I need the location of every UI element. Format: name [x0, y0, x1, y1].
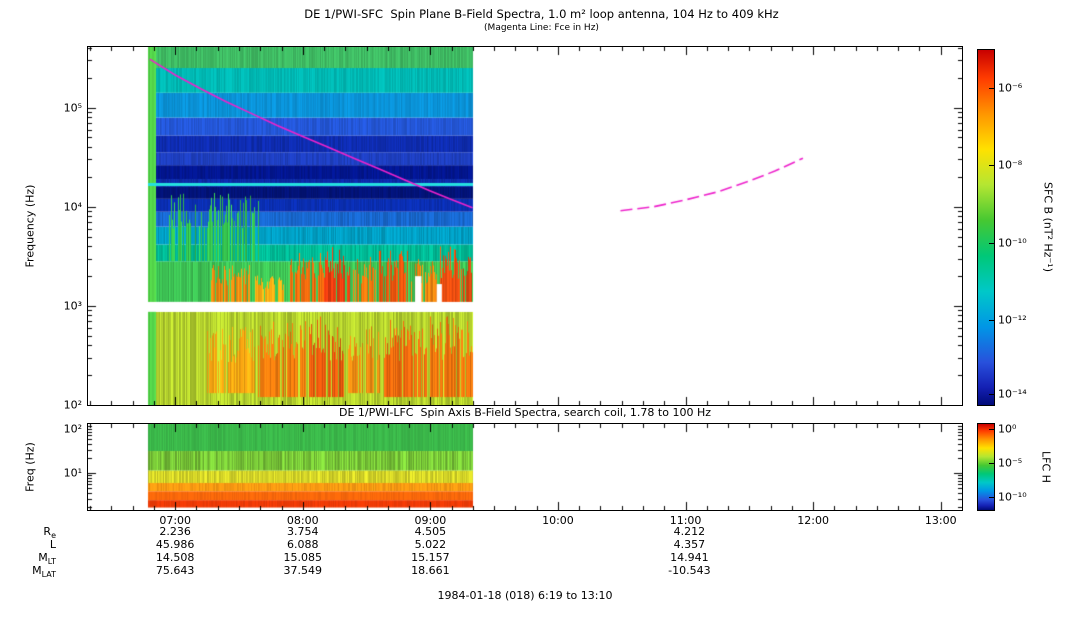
ephemeris-value: -10.543	[668, 564, 711, 577]
time-range-footer: 1984-01-18 (018) 6:19 to 13:10	[437, 589, 613, 602]
ephemeris-value: 75.643	[155, 564, 195, 577]
y-axis-tick-label: 10²	[63, 422, 82, 436]
ephemeris-value: 4.357	[673, 538, 706, 551]
ephemeris-value: 37.549	[283, 564, 323, 577]
y-axis-tick-label: 10⁵	[63, 101, 82, 115]
y-axis-tick-label: 10⁴	[63, 200, 82, 214]
ephemeris-value: 18.661	[411, 564, 450, 577]
time-axis-label: 07:00	[159, 514, 192, 527]
sfc-colorbar	[977, 49, 995, 406]
ephemeris-value: 14.941	[670, 551, 709, 564]
y-axis-tick-label: 10¹	[63, 466, 82, 480]
colorbar-tick-label: 10⁻¹⁰	[998, 236, 1027, 250]
lfc-colorbar	[977, 423, 995, 511]
ephemeris-value: 15.085	[283, 551, 323, 564]
time-axis-label: 13:00	[924, 514, 957, 527]
top-y-axis-label: Frequency (Hz)	[23, 184, 37, 268]
ephemeris-value: 5.022	[414, 538, 447, 551]
ephemeris-value: 15.157	[411, 551, 450, 564]
sfc-colorbar-label: SFC B (nT² Hz⁻¹)	[1041, 182, 1055, 272]
ephemeris-value: 4.212	[673, 525, 706, 538]
lfc-spectrogram-plot	[87, 423, 963, 511]
ephemeris-value: 3.754	[287, 525, 319, 538]
colorbar-tick-label: 10⁰	[998, 422, 1017, 436]
time-axis-label: 09:00	[414, 514, 447, 527]
ephemeris-row-label-re: Re	[43, 525, 56, 541]
colorbar-tick-label: 10⁻⁶	[998, 81, 1023, 95]
ephemeris-value: 45.986	[155, 538, 195, 551]
colorbar-tick-label: 10⁻¹⁰	[998, 490, 1027, 504]
ephemeris-row-label-mlt: MLT	[38, 551, 56, 567]
top-panel-subtitle: (Magenta Line: Fce in Hz)	[484, 23, 599, 33]
time-axis-label: 12:00	[797, 514, 829, 527]
lfc-spectrogram-canvas	[88, 424, 962, 510]
lfc-colorbar-label: LFC H	[1039, 451, 1053, 483]
ephemeris-value: 4.505	[414, 525, 447, 538]
sfc-spectrogram-plot	[87, 46, 963, 406]
time-axis-label: 10:00	[542, 514, 574, 527]
y-axis-tick-label: 10²	[63, 398, 82, 412]
time-axis-label: 08:00	[286, 514, 319, 527]
ephemeris-value: 14.508	[155, 551, 195, 564]
ephemeris-row-label-mlat: MLAT	[32, 564, 56, 580]
top-panel-title: DE 1/PWI-SFC Spin Plane B-Field Spectra,…	[304, 7, 779, 21]
sfc-spectrogram-canvas	[88, 47, 962, 405]
colorbar-tick-label: 10⁻⁵	[998, 456, 1023, 470]
time-axis-label: 11:00	[669, 514, 702, 527]
colorbar-tick-label: 10⁻¹²	[998, 313, 1027, 327]
y-axis-tick-label: 10³	[63, 299, 82, 313]
ephemeris-value: 6.088	[287, 538, 319, 551]
bottom-panel-title: DE 1/PWI-LFC Spin Axis B-Field Spectra, …	[338, 406, 712, 419]
bottom-y-axis-label: Freq (Hz)	[23, 442, 37, 492]
ephemeris-row-label-l: L	[49, 538, 56, 551]
ephemeris-value: 2.236	[159, 525, 191, 538]
colorbar-tick-label: 10⁻⁸	[998, 158, 1023, 172]
colorbar-tick-label: 10⁻¹⁴	[998, 387, 1027, 401]
